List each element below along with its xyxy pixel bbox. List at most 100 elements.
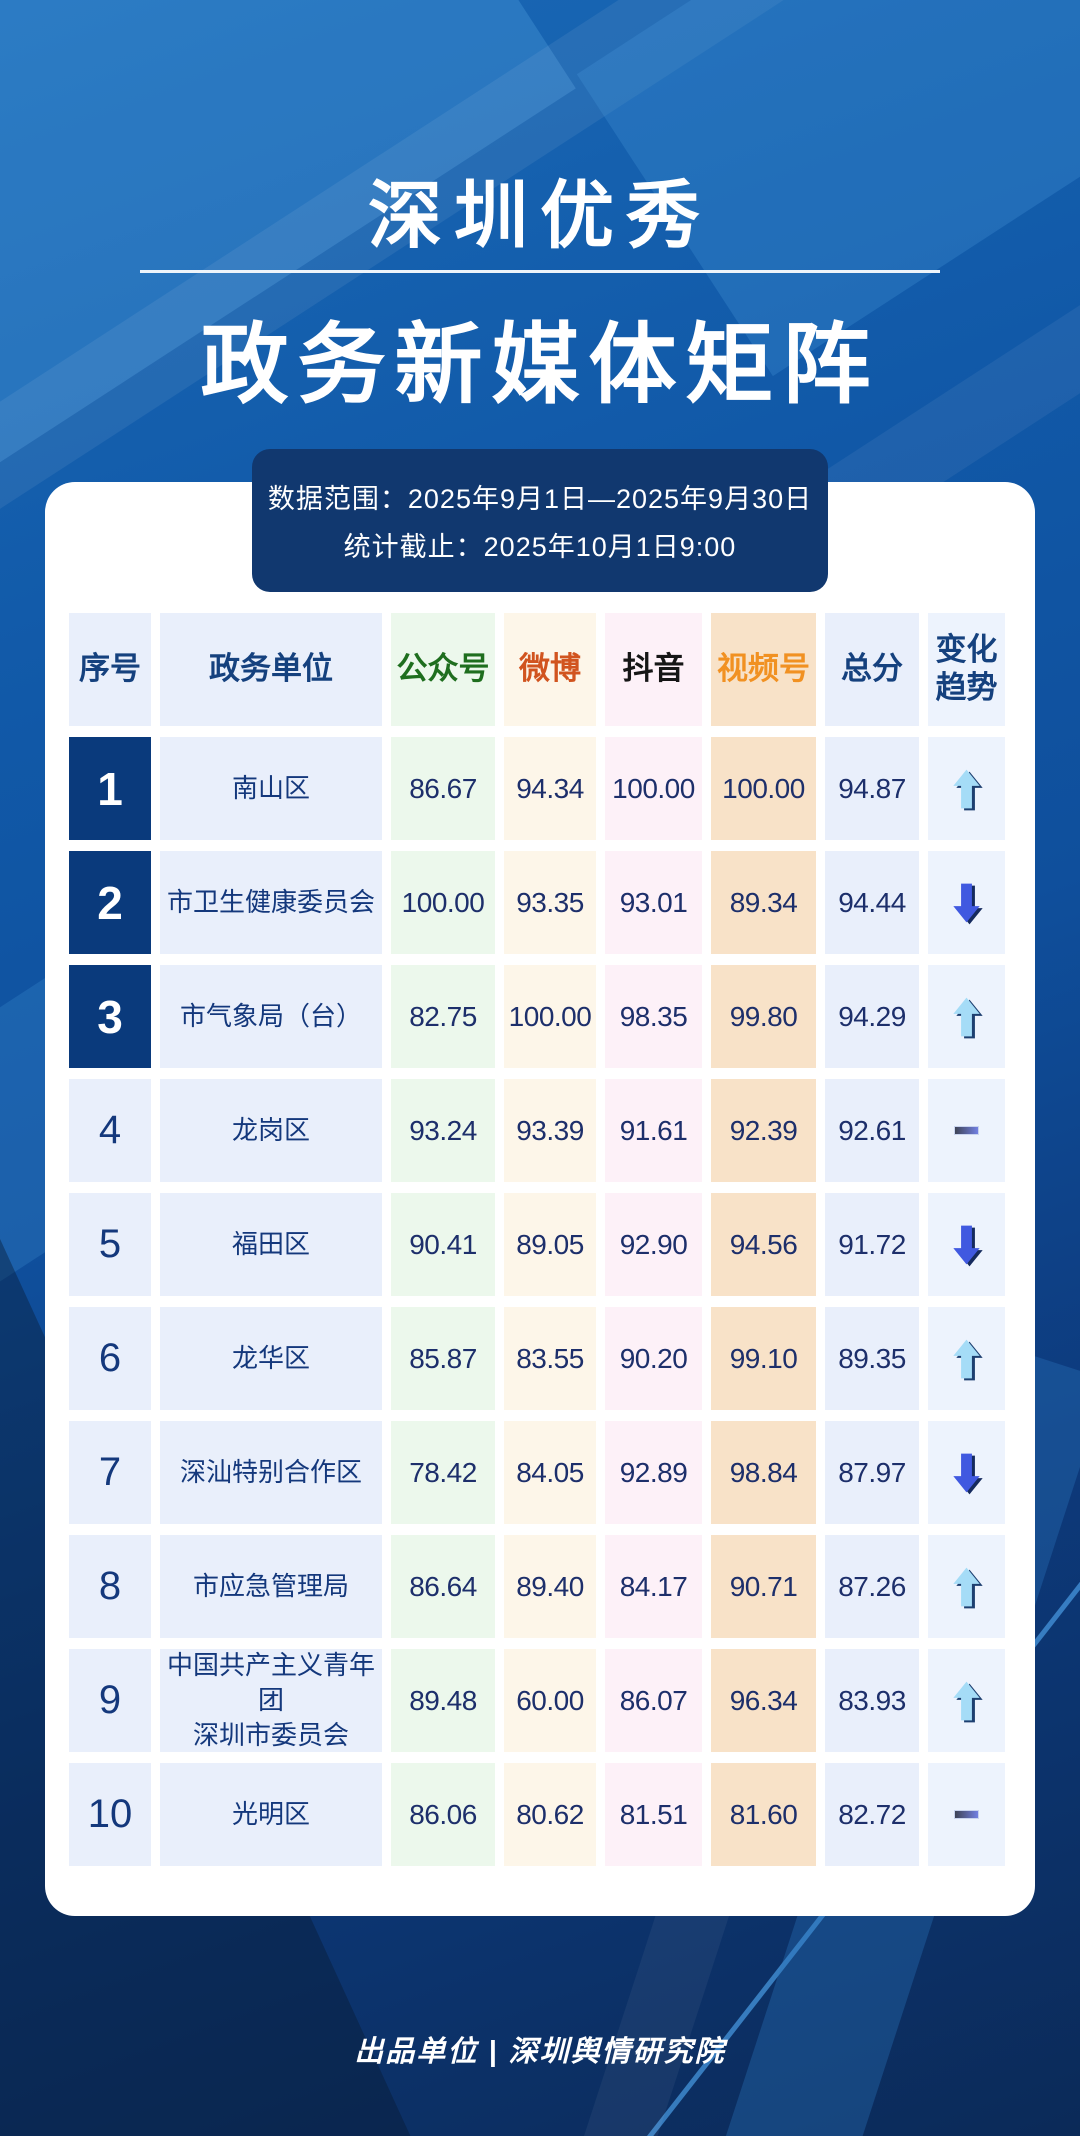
- trend-cell: [928, 1193, 1005, 1296]
- score-cell-shipinhao: 99.80: [711, 965, 816, 1068]
- score-cell-wechat: 100.00: [391, 851, 495, 954]
- title-line1: 深圳优秀: [368, 174, 712, 257]
- column-header-trend: 变化趋势: [928, 613, 1005, 726]
- trend-down-arrow-icon: [953, 1453, 980, 1492]
- score-cell-total: 92.61: [825, 1079, 919, 1182]
- trend-down-arrow-icon: [953, 883, 980, 922]
- score-cell-douyin: 93.01: [605, 851, 702, 954]
- score-cell-wechat: 78.42: [391, 1421, 495, 1524]
- unit-cell: 市气象局（台）: [160, 965, 382, 1068]
- trend-cell: [928, 1307, 1005, 1410]
- title-divider: [140, 270, 940, 273]
- score-cell-weibo: 89.05: [504, 1193, 596, 1296]
- rank-badge: 3: [69, 965, 151, 1068]
- column-header-total: 总分: [825, 613, 919, 726]
- score-cell-wechat: 90.41: [391, 1193, 495, 1296]
- stats-cutoff-line: 统计截止：2025年10月1日9:00: [343, 532, 737, 562]
- score-cell-shipinhao: 96.34: [711, 1649, 816, 1752]
- score-cell-total: 94.87: [825, 737, 919, 840]
- trend-flat-dash-icon: [954, 1126, 979, 1135]
- data-range-box: 数据范围：2025年9月1日—2025年9月30日 统计截止：2025年10月1…: [252, 449, 828, 592]
- trend-up-arrow-icon: [953, 1567, 980, 1606]
- score-cell-weibo: 93.39: [504, 1079, 596, 1182]
- score-cell-weibo: 89.40: [504, 1535, 596, 1638]
- score-cell-shipinhao: 89.34: [711, 851, 816, 954]
- title-line2: 政务新媒体矩阵: [200, 315, 880, 414]
- score-cell-douyin: 81.51: [605, 1763, 702, 1866]
- score-cell-douyin: 98.35: [605, 965, 702, 1068]
- column-header-unit: 政务单位: [160, 613, 382, 726]
- footer-credit: 出品单位 | 深圳舆情研究院: [354, 2036, 726, 2068]
- rank-cell: 6: [69, 1307, 151, 1410]
- score-cell-total: 87.97: [825, 1421, 919, 1524]
- unit-cell: 南山区: [160, 737, 382, 840]
- score-cell-wechat: 85.87: [391, 1307, 495, 1410]
- unit-cell: 中国共产主义青年团 深圳市委员会: [160, 1649, 382, 1752]
- trend-cell: [928, 1535, 1005, 1638]
- score-cell-shipinhao: 100.00: [711, 737, 816, 840]
- rank-badge: 2: [69, 851, 151, 954]
- score-cell-total: 82.72: [825, 1763, 919, 1866]
- score-cell-total: 94.29: [825, 965, 919, 1068]
- score-cell-wechat: 89.48: [391, 1649, 495, 1752]
- score-cell-wechat: 86.64: [391, 1535, 495, 1638]
- score-cell-shipinhao: 81.60: [711, 1763, 816, 1866]
- ranking-table: 序号 政务单位 公众号 微博 抖音 视频号 总分 变化趋势 1 南山区 86.67 94.34 100.…: [69, 613, 1005, 1866]
- unit-cell: 龙岗区: [160, 1079, 382, 1182]
- score-cell-wechat: 86.06: [391, 1763, 495, 1866]
- score-cell-weibo: 80.62: [504, 1763, 596, 1866]
- rank-badge: 1: [69, 737, 151, 840]
- trend-up-arrow-icon: [953, 1681, 980, 1720]
- rank-cell: 7: [69, 1421, 151, 1524]
- unit-cell: 龙华区: [160, 1307, 382, 1410]
- score-cell-shipinhao: 90.71: [711, 1535, 816, 1638]
- score-cell-wechat: 86.67: [391, 737, 495, 840]
- trend-down-arrow-icon: [953, 1225, 980, 1264]
- trend-up-arrow-icon: [953, 997, 980, 1036]
- score-cell-shipinhao: 92.39: [711, 1079, 816, 1182]
- column-header-rank: 序号: [69, 613, 151, 726]
- score-cell-douyin: 84.17: [605, 1535, 702, 1638]
- trend-cell: [928, 965, 1005, 1068]
- trend-cell: [928, 1079, 1005, 1182]
- trend-flat-dash-icon: [954, 1810, 979, 1819]
- rank-cell: 10: [69, 1763, 151, 1866]
- unit-cell: 福田区: [160, 1193, 382, 1296]
- column-header-weibo: 微博: [504, 613, 596, 726]
- score-cell-douyin: 90.20: [605, 1307, 702, 1410]
- score-cell-total: 89.35: [825, 1307, 919, 1410]
- score-cell-wechat: 82.75: [391, 965, 495, 1068]
- data-range-line: 数据范围：2025年9月1日—2025年9月30日: [267, 484, 813, 514]
- score-cell-weibo: 84.05: [504, 1421, 596, 1524]
- score-cell-total: 91.72: [825, 1193, 919, 1296]
- score-cell-weibo: 83.55: [504, 1307, 596, 1410]
- unit-cell: 市卫生健康委员会: [160, 851, 382, 954]
- score-cell-douyin: 91.61: [605, 1079, 702, 1182]
- score-cell-shipinhao: 99.10: [711, 1307, 816, 1410]
- score-cell-shipinhao: 94.56: [711, 1193, 816, 1296]
- unit-cell: 市应急管理局: [160, 1535, 382, 1638]
- rank-cell: 8: [69, 1535, 151, 1638]
- rank-cell: 9: [69, 1649, 151, 1752]
- trend-cell: [928, 1763, 1005, 1866]
- score-cell-wechat: 93.24: [391, 1079, 495, 1182]
- unit-cell: 光明区: [160, 1763, 382, 1866]
- score-cell-douyin: 100.00: [605, 737, 702, 840]
- score-cell-douyin: 86.07: [605, 1649, 702, 1752]
- score-cell-total: 94.44: [825, 851, 919, 954]
- ranking-card: 序号 政务单位 公众号 微博 抖音 视频号 总分 变化趋势 1 南山区 86.67 94.34 100.…: [45, 482, 1035, 1916]
- trend-cell: [928, 1421, 1005, 1524]
- trend-up-arrow-icon: [953, 769, 980, 808]
- rank-cell: 5: [69, 1193, 151, 1296]
- score-cell-douyin: 92.90: [605, 1193, 702, 1296]
- trend-cell: [928, 1649, 1005, 1752]
- score-cell-shipinhao: 98.84: [711, 1421, 816, 1524]
- score-cell-douyin: 92.89: [605, 1421, 702, 1524]
- score-cell-weibo: 94.34: [504, 737, 596, 840]
- column-header-douyin: 抖音: [605, 613, 702, 726]
- trend-up-arrow-icon: [953, 1339, 980, 1378]
- unit-cell: 深汕特别合作区: [160, 1421, 382, 1524]
- trend-cell: [928, 737, 1005, 840]
- score-cell-total: 83.93: [825, 1649, 919, 1752]
